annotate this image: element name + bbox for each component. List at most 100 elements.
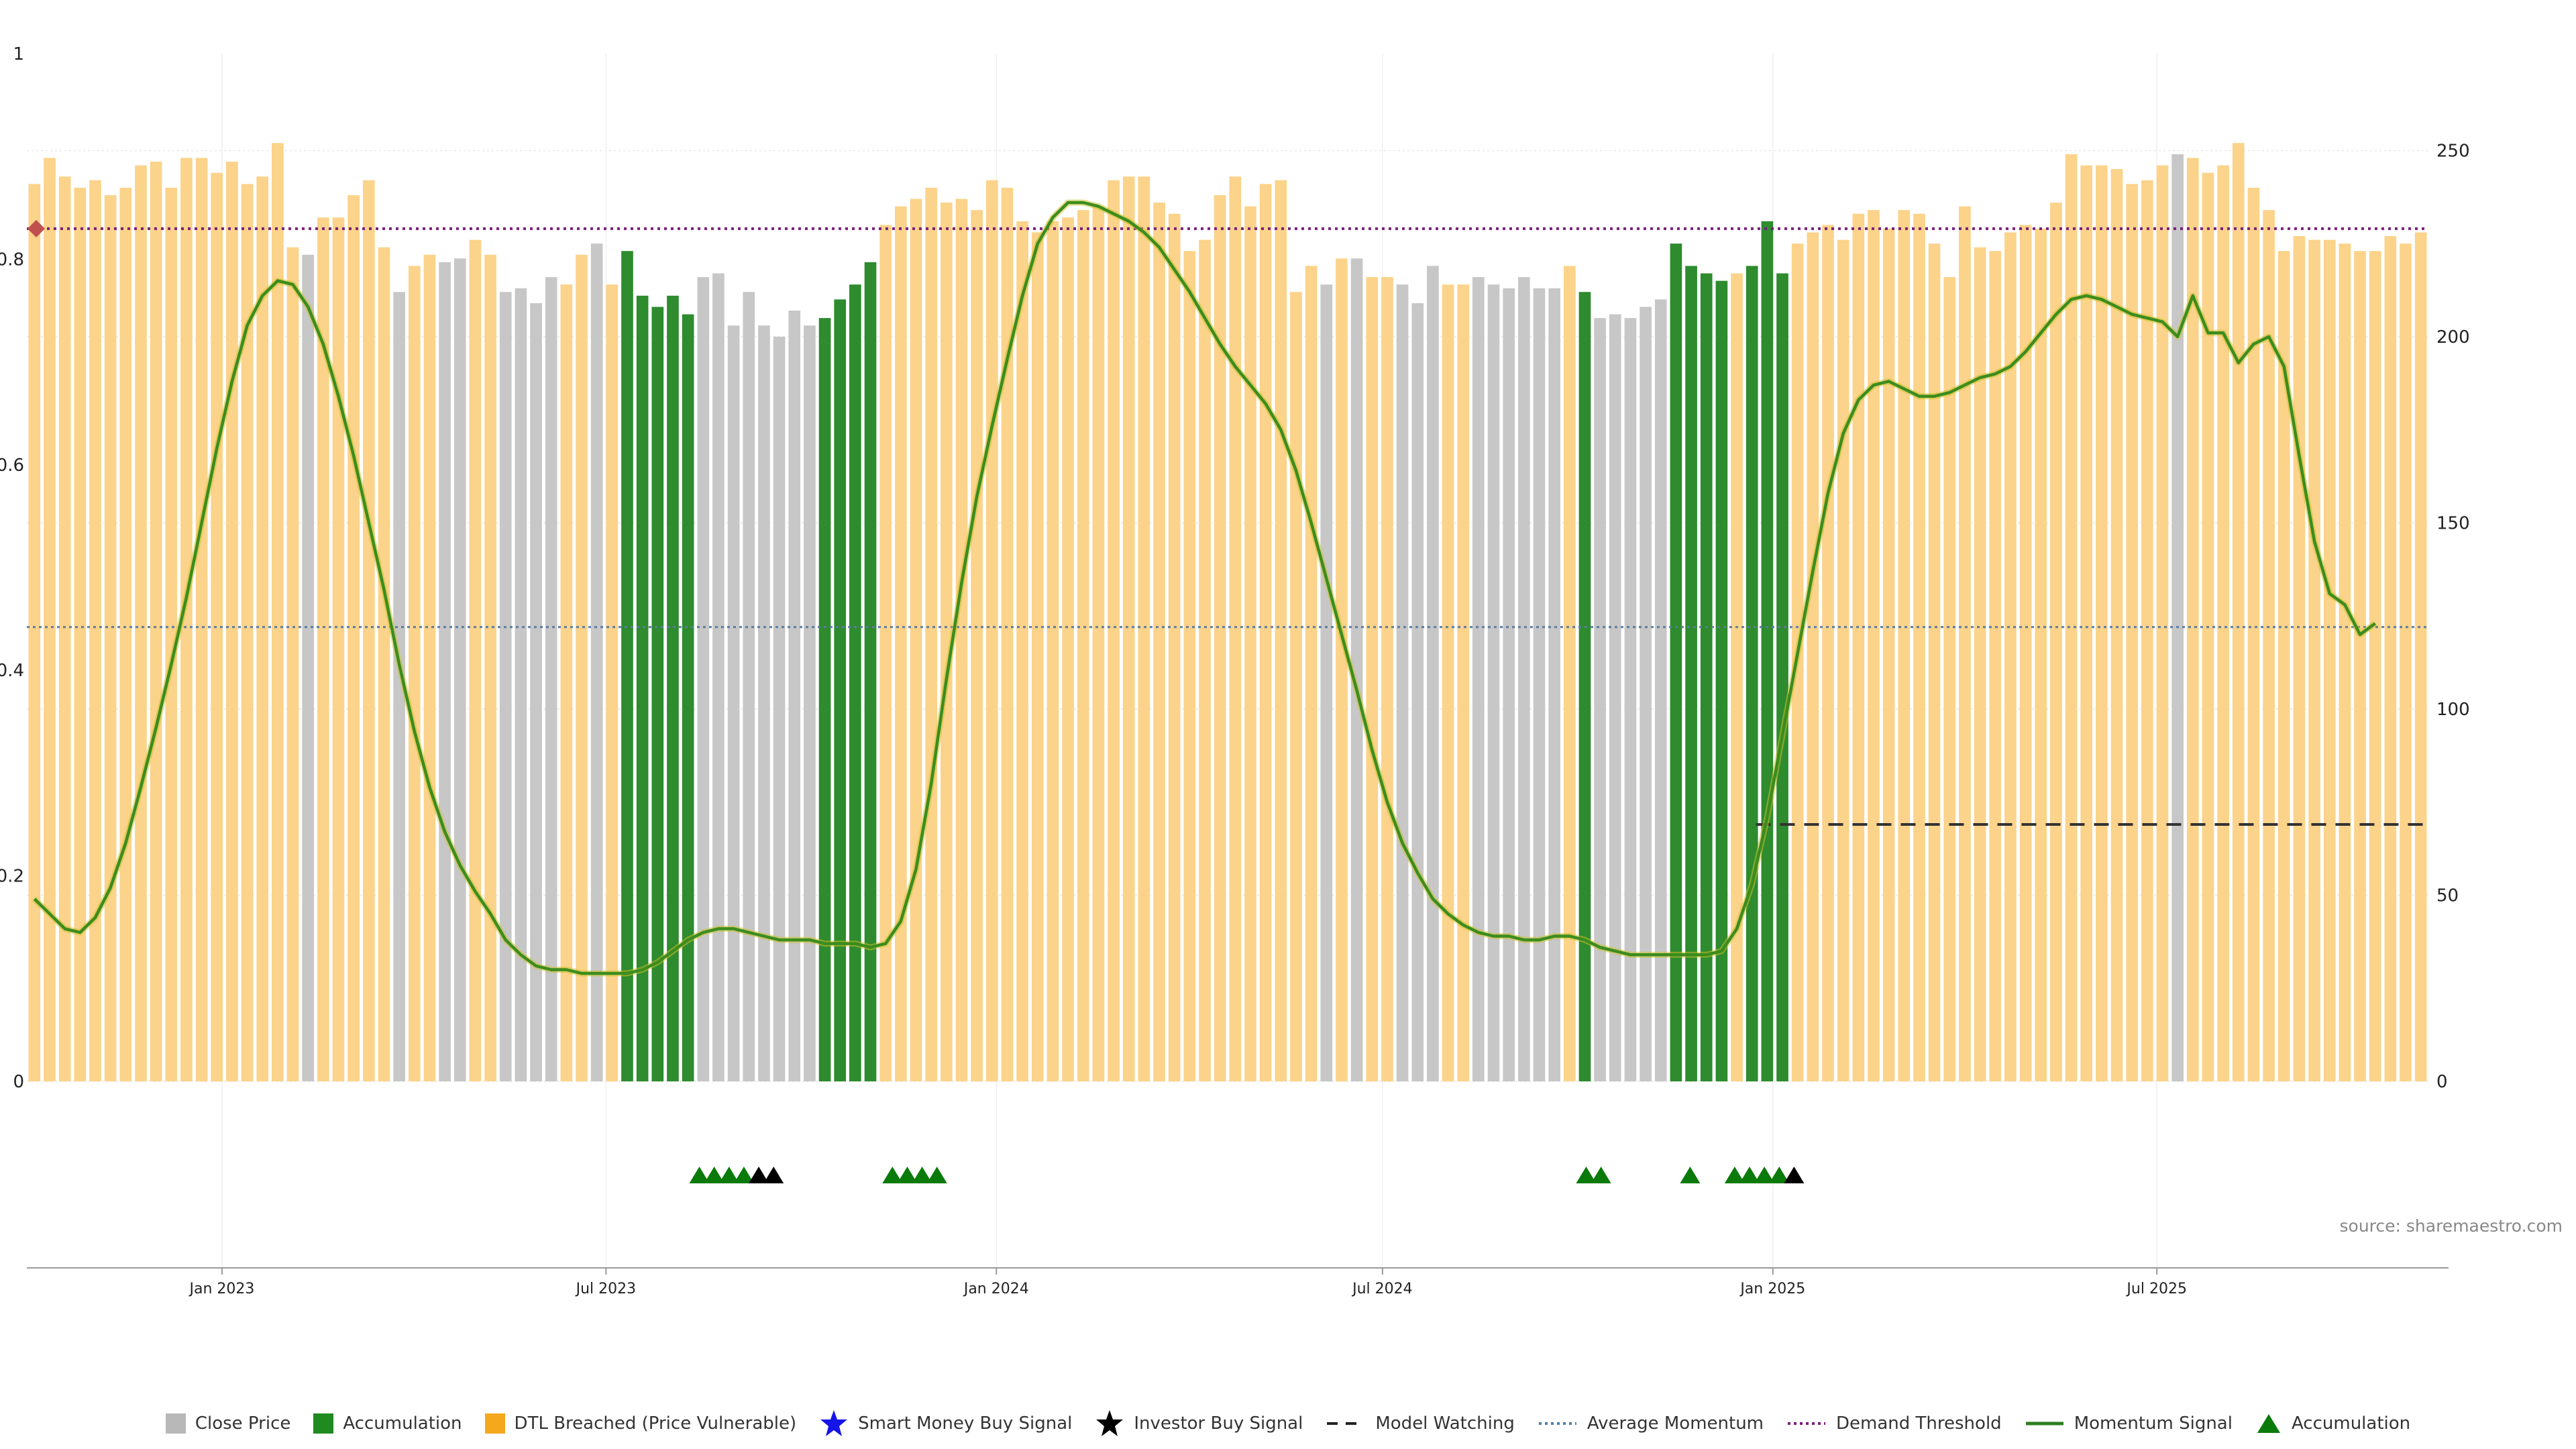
dtl-breached-bar bbox=[2050, 203, 2062, 1081]
close-price-bar bbox=[515, 288, 527, 1081]
close-price-bar bbox=[1472, 277, 1485, 1082]
legend-label: Close Price bbox=[195, 1413, 291, 1434]
close-price-swatch bbox=[165, 1413, 186, 1434]
x-tick-label: Jan 2023 bbox=[189, 1281, 255, 1297]
close-price-bar bbox=[1640, 307, 1652, 1082]
accumulation-bar bbox=[1761, 221, 1774, 1082]
dtl-breached-bar bbox=[2096, 165, 2108, 1082]
close-price-bar bbox=[545, 277, 557, 1082]
close-price-bar bbox=[743, 292, 755, 1082]
accumulation-bar bbox=[651, 307, 664, 1082]
dtl-breached-bar bbox=[150, 161, 162, 1082]
accumulation-bar bbox=[682, 314, 694, 1081]
close-price-bar bbox=[1350, 258, 1363, 1082]
dtl-breached-bar bbox=[2065, 154, 2078, 1081]
y-right-tick-label: 0 bbox=[2436, 1072, 2448, 1092]
dtl-breached-bar bbox=[165, 187, 178, 1082]
close-price-bar bbox=[302, 254, 315, 1081]
legend-label: Momentum Signal bbox=[2074, 1413, 2233, 1434]
y-left-tick-label: 0.8 bbox=[0, 250, 24, 270]
dtl-breached-bar bbox=[408, 266, 421, 1081]
dtl-breached-bar bbox=[1244, 206, 1256, 1081]
close-price-bar bbox=[1517, 277, 1530, 1082]
black-star-icon bbox=[1096, 1410, 1124, 1436]
momentum-signal bbox=[32, 199, 2377, 977]
dtl-breached-bar bbox=[28, 184, 41, 1081]
dtl-breached-bar bbox=[1457, 284, 1470, 1082]
legend-item-momentum-signal: Momentum Signal bbox=[2025, 1413, 2233, 1434]
close-price-bar bbox=[1548, 288, 1560, 1081]
dtl-breached-bar bbox=[1852, 213, 1865, 1081]
dtl-breached-bar bbox=[1928, 244, 1941, 1082]
dtl-breached-bar bbox=[1153, 203, 1165, 1081]
dtl-breached-bar bbox=[1259, 184, 1272, 1081]
dtl-breached-bar bbox=[1882, 228, 1895, 1082]
legend-label: Demand Threshold bbox=[1836, 1413, 2002, 1434]
accumulation-marker bbox=[1680, 1167, 1701, 1183]
dtl-breached-bar bbox=[180, 158, 193, 1081]
accumulation-bar bbox=[849, 284, 861, 1082]
close-price-bar bbox=[773, 336, 786, 1081]
dtl-breached-bar bbox=[606, 284, 619, 1082]
dtl-breached-bar bbox=[423, 254, 436, 1081]
close-price-bar bbox=[1396, 284, 1409, 1082]
accumulation-bar bbox=[1746, 266, 1758, 1081]
legend-item-close-price: Close Price bbox=[165, 1413, 291, 1434]
dtl-breached-bar bbox=[955, 199, 968, 1081]
dtl-breached-bar bbox=[2126, 184, 2139, 1081]
dtl-breached-bar bbox=[1442, 284, 1454, 1082]
accumulation-bar bbox=[1700, 273, 1713, 1081]
dtl-breached-bar bbox=[2400, 244, 2412, 1082]
dtl-breached-bar bbox=[1046, 221, 1059, 1082]
dtl-breached-bar bbox=[2414, 232, 2427, 1081]
close-price-bar bbox=[530, 303, 542, 1081]
y-right-tick-label: 150 bbox=[2436, 513, 2470, 533]
legend-item-accumulation-marker: Accumulation bbox=[2255, 1412, 2410, 1435]
dtl-breached-bar bbox=[1092, 206, 1105, 1081]
dtl-breached-bar bbox=[940, 203, 953, 1081]
blue-star-icon bbox=[820, 1410, 848, 1436]
investor-buy-marker bbox=[749, 1167, 769, 1183]
dtl-breached-bar bbox=[1229, 176, 1242, 1081]
close-price-bar bbox=[499, 292, 512, 1082]
dtl-breached-bar bbox=[1336, 258, 1348, 1082]
dtl-breached-bar bbox=[1822, 225, 1834, 1081]
dtl-breached-bar bbox=[44, 158, 56, 1081]
reference-lines bbox=[27, 219, 2428, 826]
dtl-breached-bar bbox=[2141, 180, 2153, 1082]
legend-label: Accumulation bbox=[2291, 1413, 2411, 1434]
legend-item-average-momentum: Average Momentum bbox=[1538, 1413, 1764, 1434]
y-right-tick-label: 50 bbox=[2436, 885, 2459, 906]
dtl-breached-bar bbox=[1974, 247, 1986, 1081]
dtl-breached-bar bbox=[1122, 176, 1135, 1081]
dtl-breached-bar bbox=[104, 195, 117, 1082]
dtl-breached-bar bbox=[1913, 213, 1925, 1081]
dtl-breached-bar bbox=[2019, 225, 2032, 1081]
y-right-tick-label: 100 bbox=[2436, 700, 2470, 720]
accumulation-marker bbox=[1576, 1167, 1597, 1183]
dtl-breached-bar bbox=[2384, 235, 2397, 1082]
dtl-breached-bar bbox=[226, 161, 238, 1082]
demand-threshold-marker bbox=[28, 219, 45, 237]
triangle-up-icon bbox=[2257, 1414, 2280, 1433]
dtl-breached-bar bbox=[971, 210, 983, 1082]
dtl-breached-bar bbox=[1199, 239, 1211, 1081]
dtl-breached-bar bbox=[256, 176, 269, 1081]
dtl-breached-bar bbox=[2035, 228, 2047, 1082]
accumulation-bar bbox=[1670, 244, 1682, 1082]
dtl-breached-bar bbox=[1837, 239, 1849, 1081]
axes: 0 0.2 0.4 0.6 0.8 1 0 50 100 150 200 250 Jan 2023 Jul… bbox=[0, 44, 2470, 1297]
dtl-breached-bar bbox=[910, 199, 922, 1081]
accumulation-marker bbox=[1739, 1167, 1760, 1183]
dtl-breached-bar bbox=[2308, 239, 2320, 1081]
accumulation-marker bbox=[882, 1167, 903, 1183]
dtl-breached-bar bbox=[2110, 169, 2123, 1081]
dtl-breached-bar bbox=[195, 158, 208, 1081]
dtl-breached-bar bbox=[2156, 165, 2169, 1082]
legend-item-smart-money: Smart Money Buy Signal bbox=[819, 1409, 1072, 1438]
accumulation-marker bbox=[1591, 1167, 1611, 1183]
close-price-bar bbox=[788, 311, 801, 1081]
dtl-breached-bar bbox=[1366, 277, 1379, 1082]
legend-item-accumulation: Accumulation bbox=[313, 1413, 462, 1434]
x-tick-label: Jan 2025 bbox=[1739, 1281, 1805, 1297]
